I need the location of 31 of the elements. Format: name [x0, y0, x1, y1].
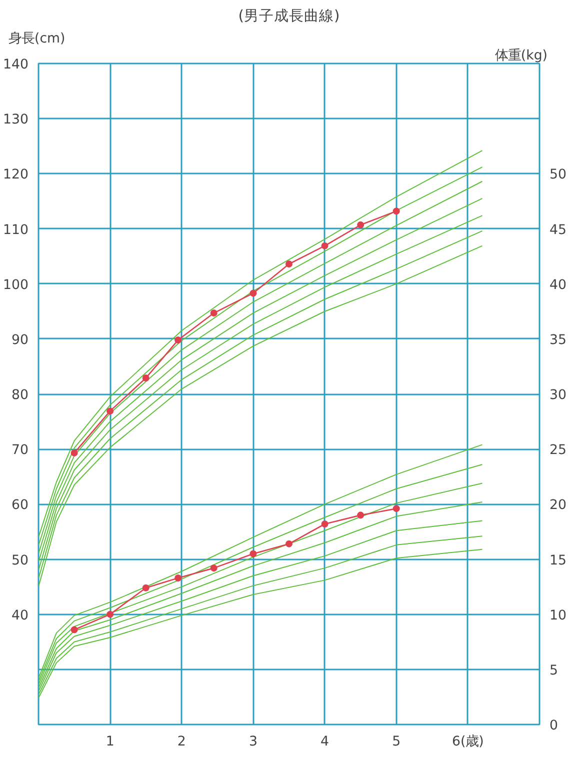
y-tick-label: 70: [12, 443, 29, 458]
y2-tick-label: 10: [550, 608, 566, 624]
y2-axis-title: 体重(kg): [494, 48, 548, 64]
y-tick-label: 40: [12, 608, 29, 624]
x-tick-label: 1: [106, 734, 114, 750]
y2-tick-label: 20: [550, 498, 566, 514]
y-tick-label: 130: [3, 112, 29, 128]
y2-tick-label: 5: [550, 663, 558, 678]
y-tick-label: 140: [3, 58, 29, 72]
x-tick-label: 2: [177, 734, 186, 750]
y-tick-label: 90: [12, 332, 29, 348]
y-axis-title: 身長(cm): [8, 32, 66, 46]
y-tick-label: 120: [3, 168, 29, 183]
y2-tick-label: 15: [550, 553, 566, 568]
y2-tick-label: 30: [550, 388, 566, 403]
y-tick-label: 100: [3, 278, 29, 293]
y2-tick-label: 40: [550, 278, 566, 293]
x-tick-label: 3: [248, 734, 258, 750]
y2-tick-label: 45: [550, 222, 566, 238]
y2-tick-label: 50: [550, 168, 566, 183]
y-tick-label: 80: [12, 388, 29, 403]
x-tick-label: 4: [320, 734, 330, 750]
x-tick-label: 6(歳): [452, 734, 484, 750]
y-tick-label: 110: [3, 222, 29, 238]
chart-title: (男子成長曲線): [238, 8, 340, 24]
x-tick-label: 5: [392, 734, 401, 750]
y2-tick-label: 25: [550, 443, 566, 458]
y-tick-label: 50: [12, 553, 29, 568]
y-tick-label: 60: [12, 498, 29, 514]
y2-tick-label: 0: [550, 718, 558, 734]
y2-tick-label: 35: [550, 332, 566, 348]
